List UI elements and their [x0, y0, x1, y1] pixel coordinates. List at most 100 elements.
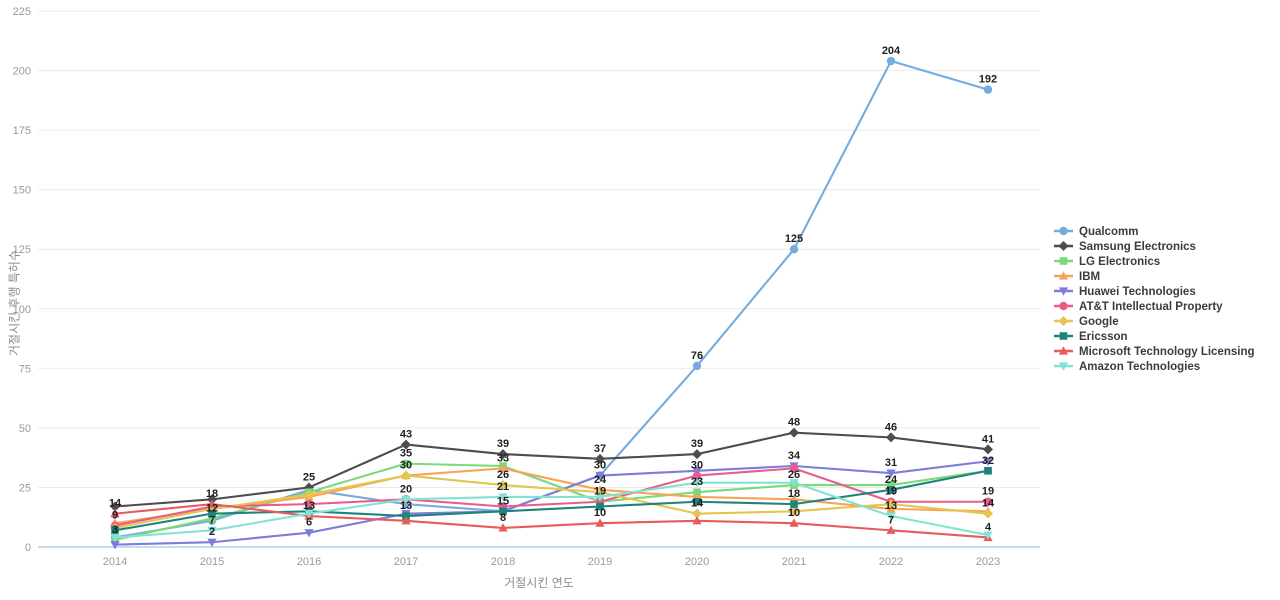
data-point-huawei-technologies[interactable] — [304, 529, 314, 538]
data-point-amazon-technologies[interactable] — [595, 493, 605, 502]
legend-item-ericsson[interactable]: Ericsson — [1054, 331, 1128, 343]
legend-item-huawei-technologies[interactable]: Huawei Technologies — [1054, 286, 1196, 298]
data-point-ericsson[interactable] — [887, 486, 895, 494]
data-point-ericsson[interactable] — [693, 497, 701, 506]
data-point-amazon-technologies[interactable] — [886, 512, 896, 521]
data-point-at-t-intellectual-property[interactable] — [983, 497, 993, 506]
data-point-google[interactable] — [401, 470, 411, 481]
point-label-qualcomm: 204 — [882, 45, 901, 57]
point-label-samsung-electronics: 39 — [691, 438, 703, 450]
data-point-google[interactable] — [692, 508, 702, 519]
point-label-samsung-electronics: 43 — [400, 429, 412, 441]
point-label-microsoft-technology-licensing: 10 — [788, 507, 800, 519]
legend-label-amazon-technologies: Amazon Technologies — [1079, 361, 1200, 373]
y-tick-label: 100 — [13, 304, 31, 316]
legend-marker-at-t-intellectual-property[interactable] — [1059, 301, 1068, 311]
data-point-microsoft-technology-licensing[interactable] — [110, 508, 120, 518]
point-label-samsung-electronics: 41 — [982, 433, 994, 445]
data-point-amazon-technologies[interactable] — [692, 479, 702, 488]
data-point-at-t-intellectual-property[interactable] — [304, 499, 314, 509]
data-point-google[interactable] — [886, 499, 896, 510]
point-label-microsoft-technology-licensing: 18 — [206, 488, 218, 500]
data-point-microsoft-technology-licensing[interactable] — [401, 515, 411, 525]
data-point-samsung-electronics[interactable] — [110, 501, 120, 512]
data-point-microsoft-technology-licensing[interactable] — [886, 525, 896, 534]
data-point-amazon-technologies[interactable] — [498, 493, 508, 502]
data-point-samsung-electronics[interactable] — [886, 432, 896, 443]
data-point-amazon-technologies[interactable] — [207, 526, 217, 536]
series-line-qualcomm — [113, 59, 990, 539]
data-point-amazon-technologies[interactable] — [304, 510, 314, 519]
legend-marker-amazon-technologies[interactable] — [1058, 362, 1069, 371]
x-tick-label: 2021 — [782, 556, 806, 568]
data-point-amazon-technologies[interactable] — [789, 479, 799, 488]
data-point-qualcomm[interactable] — [692, 361, 702, 371]
legend-marker-ericsson[interactable] — [1059, 332, 1068, 340]
data-point-microsoft-technology-licensing[interactable] — [692, 515, 702, 525]
data-point-amazon-technologies[interactable] — [110, 533, 120, 543]
data-point-at-t-intellectual-property[interactable] — [692, 471, 702, 480]
data-point-samsung-electronics[interactable] — [401, 439, 411, 450]
data-point-microsoft-technology-licensing[interactable] — [595, 518, 605, 527]
data-point-samsung-electronics[interactable] — [789, 427, 799, 438]
data-point-lg-electronics[interactable] — [208, 514, 216, 523]
data-point-at-t-intellectual-property[interactable] — [789, 464, 799, 473]
data-point-huawei-technologies[interactable] — [983, 457, 993, 467]
legend-item-qualcomm[interactable]: Qualcomm — [1054, 226, 1138, 238]
legend-item-samsung-electronics[interactable]: Samsung Electronics — [1054, 241, 1196, 253]
data-point-samsung-electronics[interactable] — [498, 449, 508, 460]
data-point-huawei-technologies[interactable] — [595, 471, 605, 481]
data-point-samsung-electronics[interactable] — [692, 449, 702, 460]
data-point-qualcomm[interactable] — [789, 245, 799, 254]
x-tick-label: 2016 — [297, 556, 321, 568]
data-point-ericsson[interactable] — [790, 500, 798, 508]
data-point-ericsson[interactable] — [984, 466, 992, 475]
data-point-qualcomm[interactable] — [983, 85, 993, 94]
point-label-samsung-electronics: 37 — [594, 443, 606, 455]
data-point-amazon-technologies[interactable] — [401, 495, 411, 505]
point-label-google: 26 — [497, 469, 509, 481]
data-point-samsung-electronics[interactable] — [595, 453, 605, 464]
legend-item-ibm[interactable]: IBM — [1054, 271, 1100, 283]
data-point-huawei-technologies[interactable] — [207, 538, 217, 548]
data-point-ericsson[interactable] — [111, 526, 119, 535]
data-point-ericsson[interactable] — [208, 509, 216, 518]
data-point-google[interactable] — [498, 480, 508, 491]
data-point-ibm[interactable] — [498, 463, 508, 472]
legend-marker-lg-electronics[interactable] — [1059, 257, 1068, 265]
point-label-ericsson: 13 — [400, 500, 412, 512]
legend-marker-samsung-electronics[interactable] — [1058, 241, 1069, 251]
x-tick-label: 2019 — [588, 556, 612, 568]
data-point-samsung-electronics[interactable] — [983, 444, 993, 455]
data-point-google[interactable] — [789, 506, 799, 517]
data-point-huawei-technologies[interactable] — [886, 469, 896, 478]
point-label-huawei-technologies: 31 — [885, 457, 897, 469]
point-label-lg-electronics: 26 — [788, 469, 800, 481]
point-label-ericsson: 18 — [788, 488, 800, 500]
legend-marker-qualcomm[interactable] — [1059, 226, 1068, 236]
data-point-ericsson[interactable] — [596, 502, 604, 511]
data-point-amazon-technologies[interactable] — [983, 531, 993, 540]
legend-marker-huawei-technologies[interactable] — [1058, 287, 1069, 296]
point-label-ericsson: 15 — [497, 495, 509, 507]
legend-item-amazon-technologies[interactable]: Amazon Technologies — [1054, 361, 1200, 373]
legend-item-microsoft-technology-licensing[interactable]: Microsoft Technology Licensing — [1054, 346, 1255, 358]
data-point-microsoft-technology-licensing[interactable] — [498, 523, 508, 532]
data-point-lg-electronics[interactable] — [402, 459, 410, 468]
legend-marker-microsoft-technology-licensing[interactable] — [1058, 346, 1069, 355]
legend-item-at-t-intellectual-property[interactable]: AT&T Intellectual Property — [1054, 301, 1223, 313]
legend-marker-google[interactable] — [1058, 316, 1069, 326]
point-label-qualcomm: 76 — [691, 350, 703, 362]
data-point-microsoft-technology-licensing[interactable] — [789, 518, 799, 527]
data-point-google[interactable] — [304, 489, 314, 500]
data-point-lg-electronics[interactable] — [887, 481, 895, 489]
legend-item-lg-electronics[interactable]: LG Electronics — [1054, 256, 1160, 268]
data-point-microsoft-technology-licensing[interactable] — [207, 499, 217, 508]
data-point-google[interactable] — [983, 508, 993, 519]
legend-item-google[interactable]: Google — [1054, 316, 1119, 328]
data-point-ericsson[interactable] — [499, 507, 507, 516]
legend-marker-ibm[interactable] — [1058, 271, 1069, 280]
data-point-huawei-technologies[interactable] — [110, 541, 120, 550]
data-point-qualcomm[interactable] — [886, 56, 896, 66]
